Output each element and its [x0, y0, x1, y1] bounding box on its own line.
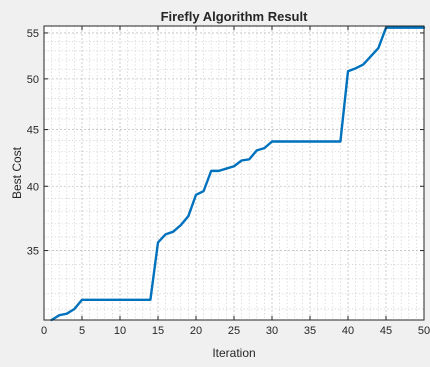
- y-axis-label: Best Cost: [10, 146, 24, 199]
- x-tick-label: 50: [418, 325, 430, 337]
- x-tick-label: 25: [228, 325, 240, 337]
- x-axis-label: Iteration: [212, 346, 255, 360]
- x-tick-label: 15: [152, 325, 164, 337]
- tick-marks: [43, 26, 425, 320]
- x-tick-label: 10: [114, 325, 126, 337]
- y-tick-label: 40: [27, 181, 39, 193]
- y-tick-label: 50: [27, 74, 39, 86]
- best-cost-line: [50, 26, 426, 322]
- y-tick-label: 55: [27, 28, 39, 40]
- x-tick-label: 40: [342, 325, 354, 337]
- y-tick-labels: 35 40 45 50 55: [27, 28, 39, 258]
- chart-title: Firefly Algorithm Result: [161, 9, 309, 24]
- y-tick-label: 35: [27, 246, 39, 258]
- x-tick-label: 30: [266, 325, 278, 337]
- x-tick-labels: 0 5 10 15 20 25 30 35 40 45 50: [41, 325, 430, 337]
- x-tick-label: 5: [79, 325, 85, 337]
- x-tick-label: 35: [304, 325, 316, 337]
- x-tick-label: 0: [41, 325, 47, 337]
- series-layer: [50, 26, 426, 322]
- y-tick-label: 45: [27, 125, 39, 137]
- x-tick-label: 45: [380, 325, 392, 337]
- x-tick-label: 20: [190, 325, 202, 337]
